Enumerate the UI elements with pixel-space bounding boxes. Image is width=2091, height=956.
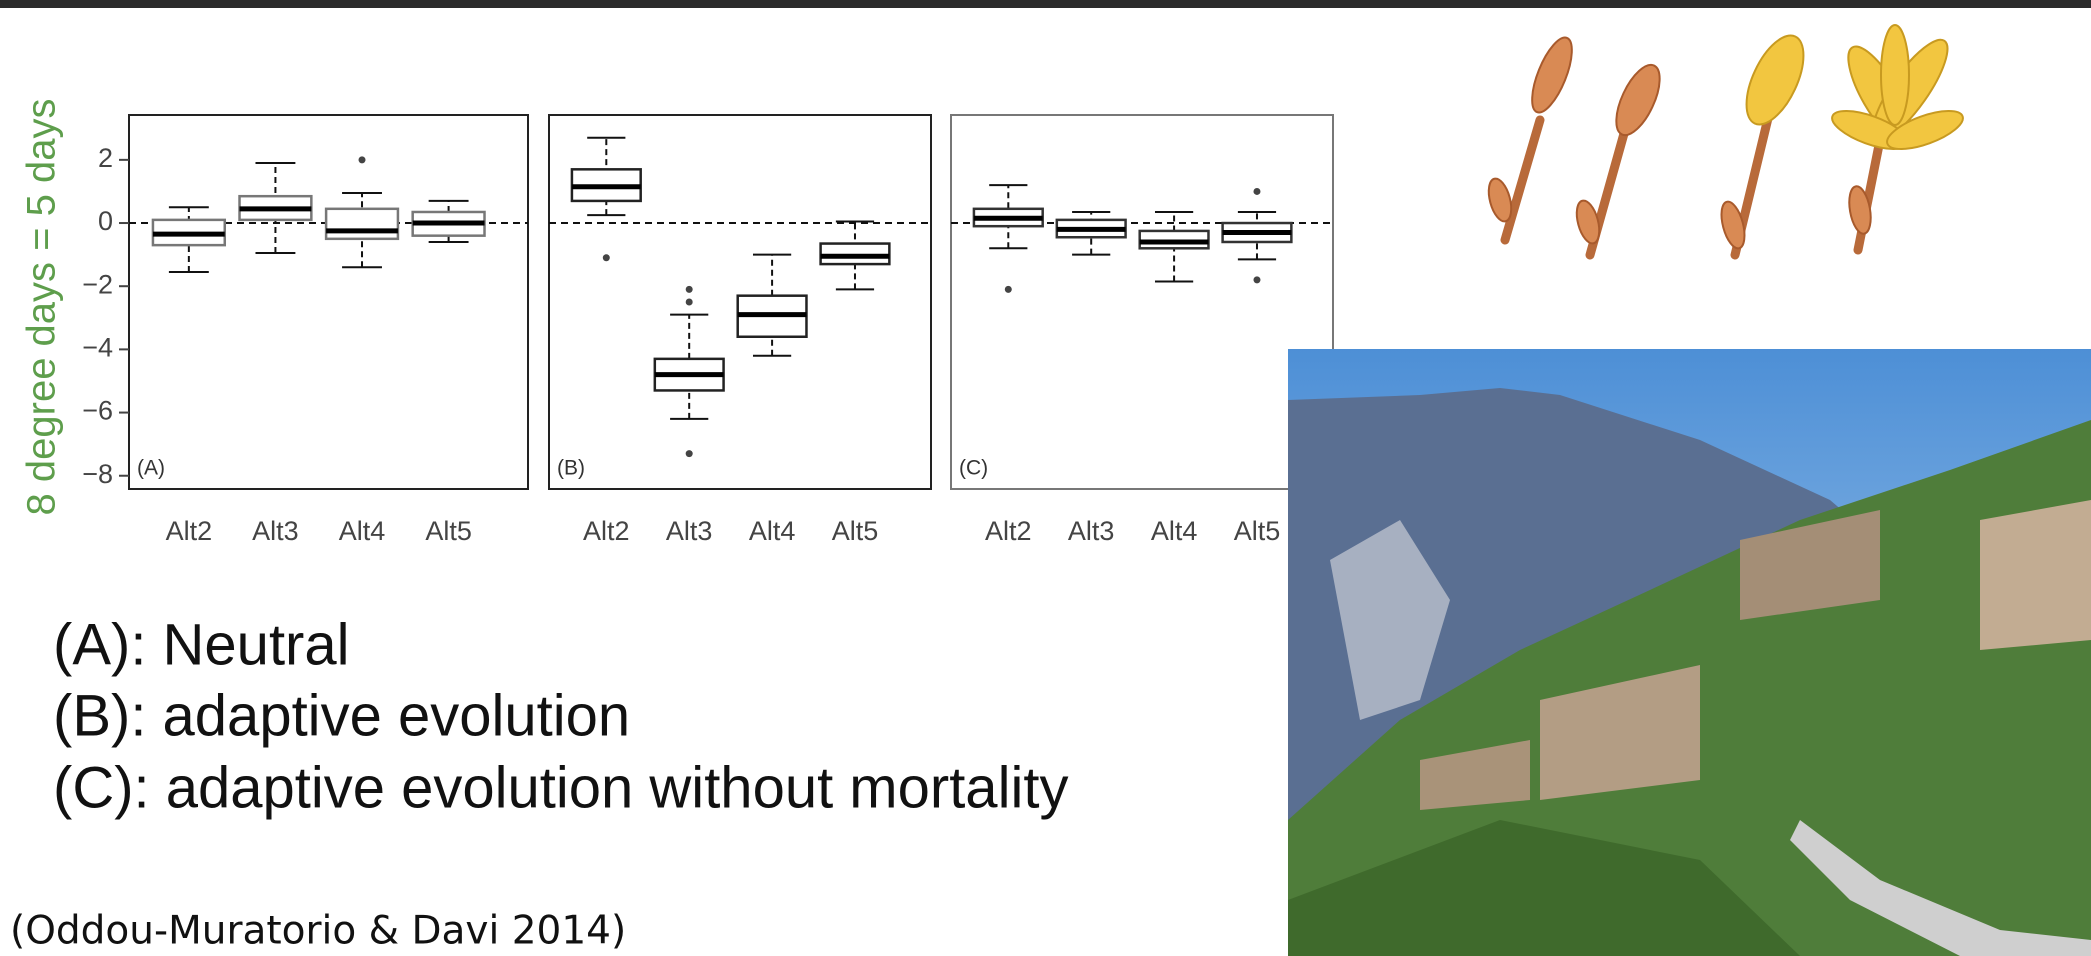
- top-bar: [0, 0, 2091, 8]
- page: 8 degree days = 5 days (A) −8 −6 −4 −2 0 2 Alt2…: [0, 0, 2091, 956]
- y-tick-label: −2: [82, 269, 113, 299]
- x-tick-label: Alt3: [666, 516, 713, 546]
- y-tick-label: −4: [82, 333, 113, 363]
- outlier: [686, 299, 693, 306]
- x-tick-label: Alt5: [1234, 516, 1281, 546]
- note: (C): adaptive evolution without mortalit…: [53, 755, 1068, 820]
- y-tick-label: 0: [98, 206, 113, 236]
- x-tick-label: Alt4: [1151, 516, 1198, 546]
- box: [326, 209, 398, 239]
- outlier: [686, 450, 693, 457]
- y-tick-label: −6: [82, 396, 113, 426]
- box-plot-panel: (B) Alt2 Alt3 Alt4 Alt5: [549, 115, 931, 546]
- outlier: [1005, 286, 1012, 293]
- slide: 8 degree days = 5 days (A) −8 −6 −4 −2 0 2 Alt2…: [0, 0, 2091, 956]
- x-tick-label: Alt2: [166, 516, 213, 546]
- panel-label: (B): [557, 457, 585, 480]
- x-tick-label: Alt3: [252, 516, 299, 546]
- box-plot-panel: (C) Alt2 Alt3 Alt4 Alt5: [951, 115, 1333, 546]
- box-plot-panel: (A) −8 −6 −4 −2 0 2 Alt2 Alt3 Alt4 Alt5: [82, 115, 528, 546]
- y-tick-label: −8: [82, 459, 113, 489]
- buds-illustration: [1485, 25, 1968, 255]
- x-tick-label: Alt3: [1068, 516, 1115, 546]
- x-tick-label: Alt4: [339, 516, 386, 546]
- y-tick-label: 2: [98, 143, 113, 173]
- panel-label: (C): [959, 457, 988, 480]
- outlier: [686, 286, 693, 293]
- x-tick-label: Alt5: [832, 516, 879, 546]
- y-axis-label: 8 degree days = 5 days: [20, 99, 64, 516]
- note: (A): Neutral: [53, 612, 350, 677]
- outlier: [359, 156, 366, 163]
- charts: (A) −8 −6 −4 −2 0 2 Alt2 Alt3 Alt4 Alt5 (B) Alt2 Alt3…: [82, 115, 1333, 546]
- panel-label: (A): [137, 457, 165, 480]
- panel-frame: [951, 115, 1333, 489]
- note: (B): adaptive evolution: [53, 683, 630, 748]
- outlier: [1253, 276, 1260, 283]
- outlier: [1253, 188, 1260, 195]
- x-tick-label: Alt4: [749, 516, 796, 546]
- x-tick-label: Alt2: [583, 516, 630, 546]
- outlier: [603, 254, 610, 261]
- citation: (Oddou-Muratorio & Davi 2014): [10, 909, 626, 954]
- x-tick-label: Alt2: [985, 516, 1032, 546]
- x-tick-label: Alt5: [425, 516, 472, 546]
- village-photo: [1288, 349, 2091, 956]
- panel-frame: [129, 115, 528, 489]
